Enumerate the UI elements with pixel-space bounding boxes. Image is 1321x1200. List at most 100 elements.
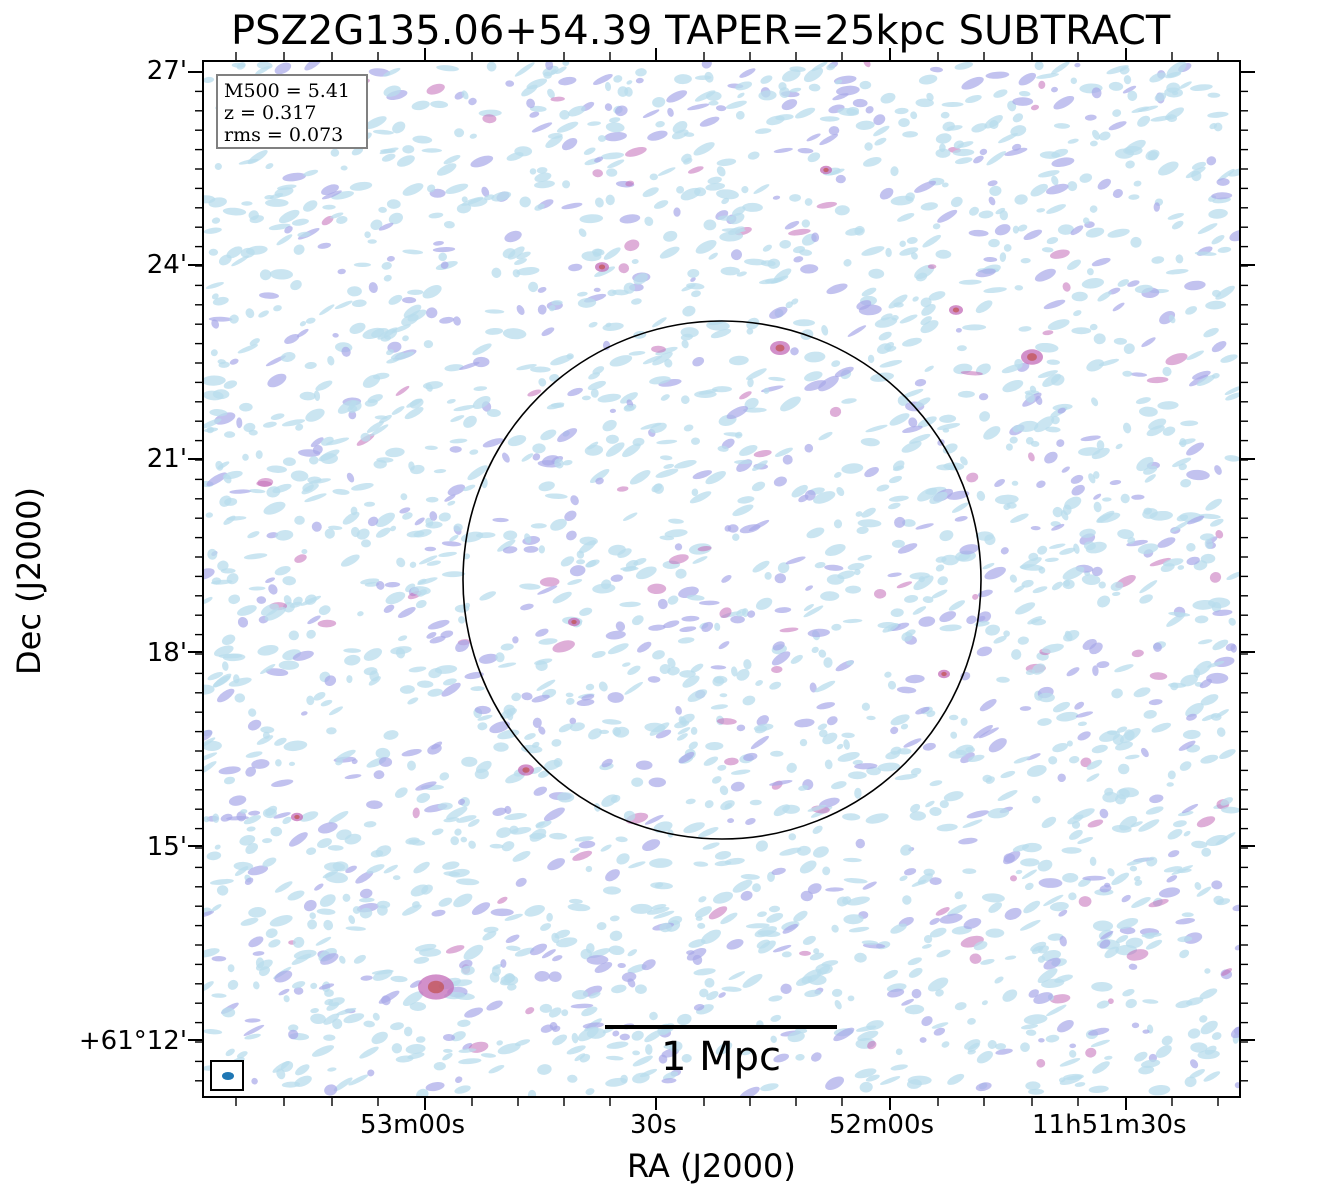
noise-blob xyxy=(1037,718,1052,726)
noise-blob xyxy=(364,116,387,130)
noise-blob xyxy=(929,877,942,886)
noise-blob xyxy=(791,298,799,305)
noise-blob xyxy=(1062,872,1079,883)
noise-blob xyxy=(1146,425,1165,437)
noise-blob xyxy=(782,69,801,82)
noise-blob xyxy=(1099,884,1112,893)
noise-blob xyxy=(984,115,1003,129)
noise-blob xyxy=(327,1067,337,1072)
noise-blob xyxy=(1015,602,1036,615)
noise-blob xyxy=(1186,469,1210,481)
noise-blob xyxy=(804,489,816,501)
noise-blob xyxy=(1077,837,1094,844)
noise-blob xyxy=(667,107,674,117)
noise-blob xyxy=(453,523,463,532)
noise-blob xyxy=(461,756,478,767)
noise-blob xyxy=(205,512,213,518)
noise-blob xyxy=(1029,385,1037,393)
noise-blob xyxy=(237,605,257,616)
noise-blob xyxy=(300,711,308,716)
noise-blob xyxy=(566,1045,586,1055)
noise-blob xyxy=(395,385,410,396)
noise-blob xyxy=(1096,661,1110,669)
noise-blob xyxy=(266,486,281,498)
noise-blob xyxy=(677,1013,692,1026)
noise-blob xyxy=(592,169,603,178)
noise-blob xyxy=(739,391,752,400)
noise-blob xyxy=(781,99,798,111)
noise-blob xyxy=(528,281,539,293)
noise-blob xyxy=(943,462,965,471)
x-tick-label: 30s xyxy=(630,1110,677,1140)
noise-blob xyxy=(773,147,793,153)
noise-blob xyxy=(402,512,413,520)
noise-blob xyxy=(937,209,958,223)
noise-blob xyxy=(220,813,233,822)
noise-blob xyxy=(1092,1061,1110,1074)
noise-blob xyxy=(443,1048,453,1053)
noise-blob xyxy=(967,1018,976,1025)
noise-blob xyxy=(717,445,729,452)
noise-blob xyxy=(619,214,641,224)
noise-blob xyxy=(564,510,577,522)
noise-blob xyxy=(1107,868,1115,877)
noise-blob xyxy=(552,1025,561,1032)
noise-blob xyxy=(375,527,391,538)
noise-blob xyxy=(534,172,552,183)
noise-blob xyxy=(400,493,408,501)
noise-blob xyxy=(469,133,477,139)
noise-blob xyxy=(408,666,427,673)
noise-blob xyxy=(756,715,769,726)
noise-blob xyxy=(1138,819,1160,832)
noise-blob xyxy=(960,752,975,764)
noise-blob xyxy=(697,922,706,929)
noise-blob xyxy=(532,717,542,728)
noise-blob xyxy=(282,576,296,586)
noise-blob xyxy=(1082,638,1097,651)
noise-blob xyxy=(674,459,697,469)
noise-blob xyxy=(249,338,260,346)
noise-blob xyxy=(273,305,282,312)
noise-blob xyxy=(972,593,979,600)
noise-blob xyxy=(438,897,453,907)
noise-blob xyxy=(725,100,747,110)
noise-blob xyxy=(926,710,936,718)
noise-blob xyxy=(477,714,493,721)
noise-blob xyxy=(994,494,1019,505)
noise-blob xyxy=(242,453,249,461)
noise-blob xyxy=(214,844,221,850)
noise-blob xyxy=(1207,111,1229,118)
noise-blob xyxy=(979,411,991,422)
noise-blob xyxy=(1036,1058,1046,1068)
noise-blob xyxy=(735,81,753,91)
noise-blob xyxy=(1162,558,1184,567)
noise-blob xyxy=(310,1013,326,1025)
noise-blob xyxy=(656,439,678,445)
noise-blob xyxy=(1140,1059,1161,1068)
noise-blob xyxy=(225,1048,235,1057)
noise-blob xyxy=(625,146,647,157)
noise-blob xyxy=(262,857,277,867)
noise-blob xyxy=(1234,1082,1239,1089)
noise-blob xyxy=(443,1033,455,1042)
noise-blob xyxy=(1088,1085,1109,1093)
noise-blob xyxy=(306,847,317,855)
noise-blob xyxy=(372,1012,380,1021)
noise-blob xyxy=(1071,484,1085,496)
noise-blob xyxy=(554,458,564,469)
noise-blob xyxy=(443,154,461,165)
noise-blob xyxy=(535,820,552,829)
noise-blob xyxy=(766,912,784,923)
noise-blob xyxy=(1224,386,1239,395)
noise-blob xyxy=(288,630,299,641)
noise-blob xyxy=(1058,1077,1066,1083)
noise-blob xyxy=(1044,451,1058,464)
noise-blob xyxy=(706,991,719,1001)
noise-blob xyxy=(1032,795,1041,804)
y-tick-label: 21' xyxy=(146,444,187,474)
noise-blob xyxy=(307,615,321,625)
noise-blob xyxy=(240,809,248,814)
noise-blob xyxy=(1093,493,1102,500)
noise-blob xyxy=(957,390,975,398)
noise-blob xyxy=(821,325,829,336)
